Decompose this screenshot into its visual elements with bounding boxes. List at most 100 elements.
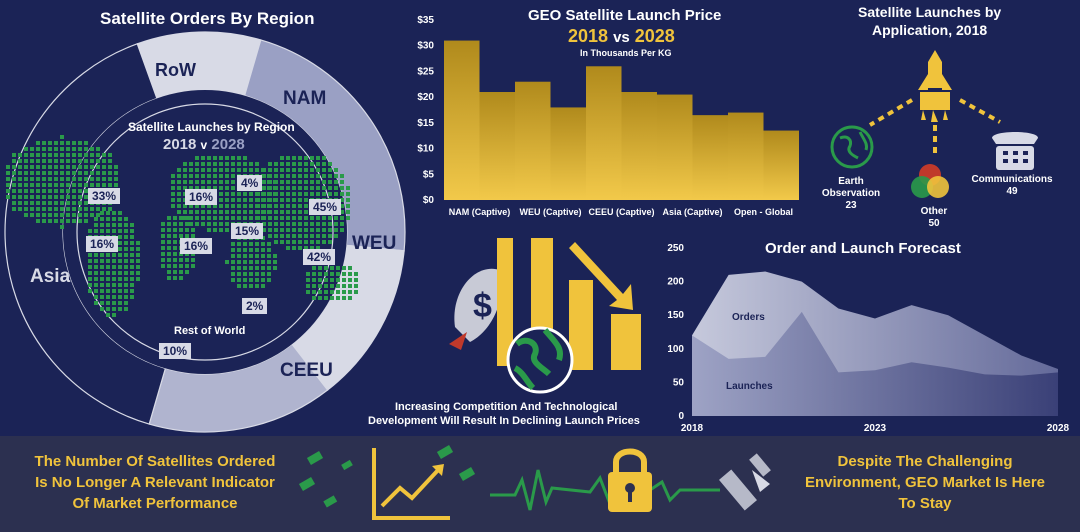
footer-left-line-2: Is No Longer A Relevant Indicator: [35, 474, 275, 491]
pct-badge-ceeu-2028: 15%: [231, 223, 264, 239]
pct-badge-row-2018: 2%: [242, 298, 268, 314]
satellite-icon: [719, 453, 771, 511]
forecast-area-chart: 0 50 100 150 200 250 2018 2023 2028: [667, 243, 1070, 434]
app-communications: Communications 49: [966, 174, 1058, 198]
decline-bar-4: [611, 314, 641, 370]
app-other-name: Other: [920, 206, 948, 217]
bar-2018-1: [515, 81, 551, 200]
price-years: 2018 vs 2028: [568, 26, 675, 47]
world-map-icon: [6, 135, 358, 317]
inner-year-a: 2018: [163, 136, 197, 153]
inner-years: 2018 v 2028: [163, 136, 245, 153]
decline-bar-1: [497, 238, 513, 366]
bar-2018-4: [728, 112, 764, 200]
price-bar-chart: $0 $5 $10 $15 $20 $25 $30 $35 NAM (Captive) WEU …: [417, 15, 799, 217]
globe-icon: [506, 326, 574, 394]
heartbeat-line-icon: [490, 469, 720, 511]
earth-icon: [830, 125, 874, 169]
app-other-value: 50: [928, 218, 940, 229]
rocket-icon: [918, 50, 952, 122]
donut-center: [63, 90, 347, 374]
bar-ytick: $5: [423, 169, 435, 180]
bar-2018-2: [586, 66, 622, 201]
satellite-cluster-icon: [298, 445, 476, 508]
bar-2028-0: [479, 92, 515, 200]
growth-chart-icon: [372, 448, 450, 520]
area-xtick: 2028: [1047, 423, 1070, 434]
bar-ytick: $0: [423, 195, 435, 206]
app-earth-name: Earth Observation: [821, 176, 881, 199]
bar-ytick: $20: [417, 92, 434, 103]
decline-bar-2: [531, 238, 553, 356]
footer-left-text: The Number Of Satellites Ordered Is No L…: [10, 451, 300, 514]
svg-text:$: $: [473, 287, 492, 325]
footer-right-line-1: Despite The Challenging: [837, 453, 1013, 470]
pct-badge-eu-2028: 16%: [180, 238, 213, 254]
bar-2028-1: [550, 107, 586, 200]
price-subtitle: In Thousands Per KG: [580, 48, 672, 58]
launches-area: [692, 311, 1058, 416]
pct-badge-na-2028: 16%: [86, 236, 119, 252]
footer-right-line-3: To Stay: [898, 495, 952, 512]
footer-right-line-2: Environment, GEO Market Is Here: [804, 474, 1046, 491]
bar-category-label: WEU (Captive): [519, 207, 581, 217]
bar-ytick: $35: [417, 15, 434, 26]
region-title: Satellite Orders By Region: [100, 9, 315, 28]
bar-2028-4: [763, 130, 799, 200]
pct-badge-asia-2018: 45%: [309, 199, 342, 215]
ring-label-row: RoW: [155, 60, 196, 80]
app-earth-observation: Earth Observation 23: [812, 176, 890, 212]
pct-badge-eu-2018: 16%: [185, 189, 218, 205]
bar-2028-3: [692, 115, 728, 200]
inner-year-b: 2028: [211, 136, 245, 153]
caption-line-1: Increasing Competition And Technological: [395, 401, 618, 413]
row-label: Rest of World: [174, 325, 246, 337]
app-comm-value: 49: [1006, 186, 1018, 197]
price-year-b: 2028: [634, 26, 675, 46]
price-year-a: 2018: [568, 26, 609, 46]
inner-title: Satellite Launches by Region: [128, 120, 295, 134]
area-ytick: 0: [678, 411, 684, 422]
ring-label-weu: WEU: [352, 233, 397, 254]
caption-line-2: Development Will Result In Declining Lau…: [368, 415, 640, 427]
app-other: Other 50: [904, 206, 964, 230]
bar-2018-3: [657, 94, 693, 200]
price-title: GEO Satellite Launch Price: [528, 7, 722, 24]
footer-illustration: [298, 445, 771, 520]
apps-title-2: Application, 2018: [872, 22, 988, 38]
ring-label-asia: Asia: [30, 266, 71, 287]
footer-right-text: Despite The Challenging Environment, GEO…: [790, 451, 1060, 514]
declining-price-illustration: $: [449, 238, 641, 394]
venn-icon: [911, 164, 949, 198]
telephone-icon: [992, 132, 1038, 170]
launches-series-label: Launches: [726, 381, 773, 392]
connector-lines: [868, 98, 1001, 155]
bar-ytick: $15: [417, 118, 434, 129]
forecast-title: Order and Launch Forecast: [765, 240, 961, 257]
app-earth-value: 23: [845, 200, 857, 211]
bar-category-label: Open - Global: [734, 207, 793, 217]
bar-ytick: $30: [417, 41, 434, 52]
ring-label-ceeu: CEEU: [280, 360, 333, 381]
area-xtick: 2023: [864, 423, 887, 434]
pct-badge-ceeu-2018: 4%: [237, 175, 263, 191]
down-arrow-icon: [569, 242, 633, 310]
bar-ytick: $10: [417, 144, 434, 155]
pct-badge-row-2028: 10%: [159, 343, 192, 359]
orders-series-label: Orders: [732, 312, 765, 323]
inner-year-sep: v: [200, 138, 208, 152]
bar-category-label: Asia (Captive): [662, 207, 722, 217]
bar-category-label: NAM (Captive): [449, 207, 511, 217]
price-vs: vs: [613, 29, 630, 46]
rocket-dollar-icon: $: [449, 268, 502, 350]
donut-inner-ring: [76, 103, 334, 361]
pct-badge-asia-2028: 42%: [303, 249, 336, 265]
bar-2018-0: [444, 40, 480, 200]
apps-diagram: [830, 50, 1038, 198]
apps-title-1: Satellite Launches by: [858, 4, 1002, 20]
footer-left-line-3: Of Market Performance: [72, 495, 238, 512]
region-donut: [4, 31, 406, 433]
bar-2028-2: [621, 92, 657, 200]
footer-band: The Number Of Satellites Ordered Is No L…: [0, 436, 1080, 532]
area-ytick: 150: [667, 310, 684, 321]
